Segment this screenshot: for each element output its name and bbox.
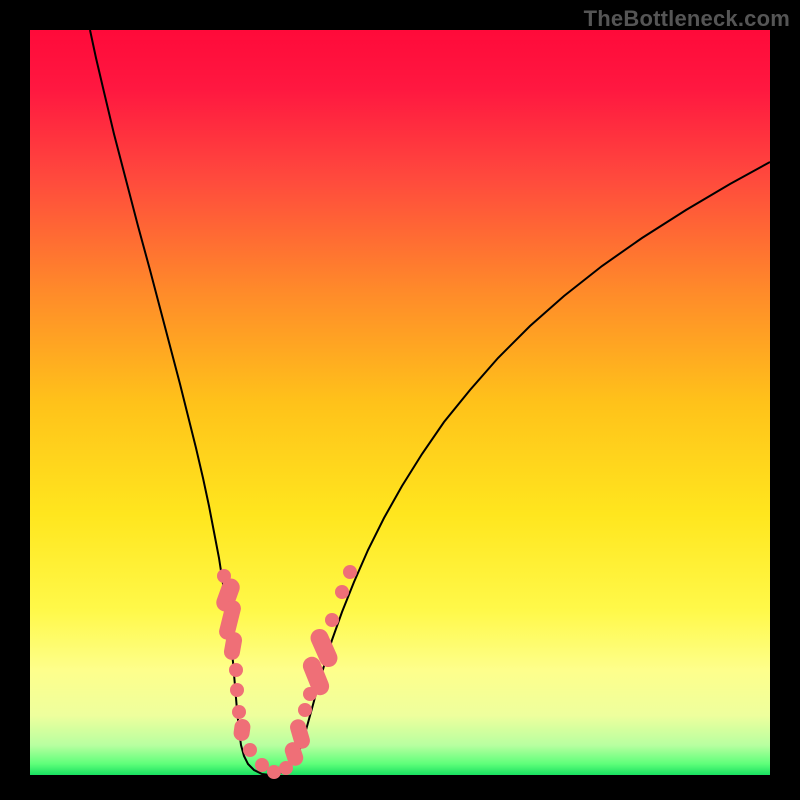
bead-marker xyxy=(325,613,339,627)
bead-marker xyxy=(229,663,243,677)
canvas-root: TheBottleneck.com xyxy=(0,0,800,800)
bead-marker xyxy=(335,585,349,599)
bead-marker xyxy=(230,683,244,697)
curves-svg xyxy=(30,30,770,775)
bead-marker xyxy=(232,705,246,719)
bead-marker xyxy=(298,703,312,717)
bead-marker xyxy=(243,743,257,757)
gradient-background xyxy=(30,30,770,775)
plot-area xyxy=(30,30,770,775)
watermark-text: TheBottleneck.com xyxy=(584,6,790,32)
bead-marker xyxy=(343,565,357,579)
